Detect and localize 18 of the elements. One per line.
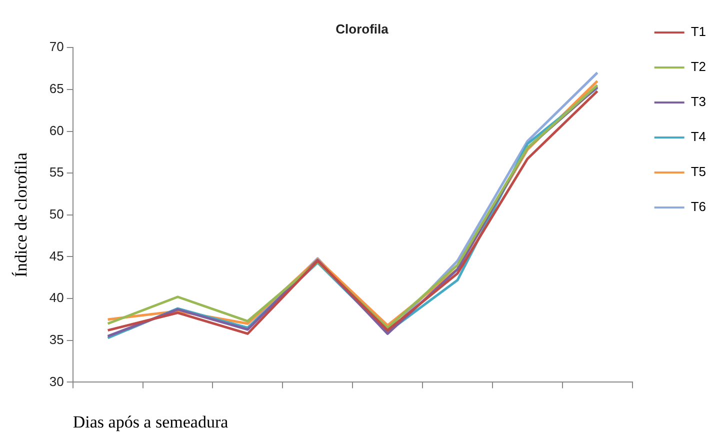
y-tick-label: 30 — [49, 374, 64, 389]
legend-label: T3 — [690, 94, 706, 110]
chart-title: Clorofila — [336, 21, 390, 36]
legend-label: T6 — [690, 199, 706, 214]
y-tick-label: 65 — [49, 81, 64, 96]
y-tick-label: 45 — [49, 248, 64, 264]
y-tick-label: 70 — [49, 39, 64, 54]
legend-label: T5 — [690, 164, 706, 180]
y-tick-label: 50 — [49, 206, 64, 222]
legend-label: T2 — [690, 59, 706, 74]
y-tick-label: 40 — [49, 290, 64, 306]
legend-label: T1 — [690, 24, 706, 40]
legend-label: T4 — [690, 129, 706, 144]
y-tick-label: 60 — [49, 122, 64, 138]
x-axis-title: Dias após a semeadura — [72, 412, 229, 432]
y-tick-label: 55 — [49, 164, 64, 180]
y-axis-title: Índice de clorofila — [12, 152, 31, 278]
y-tick-label: 35 — [49, 332, 64, 347]
